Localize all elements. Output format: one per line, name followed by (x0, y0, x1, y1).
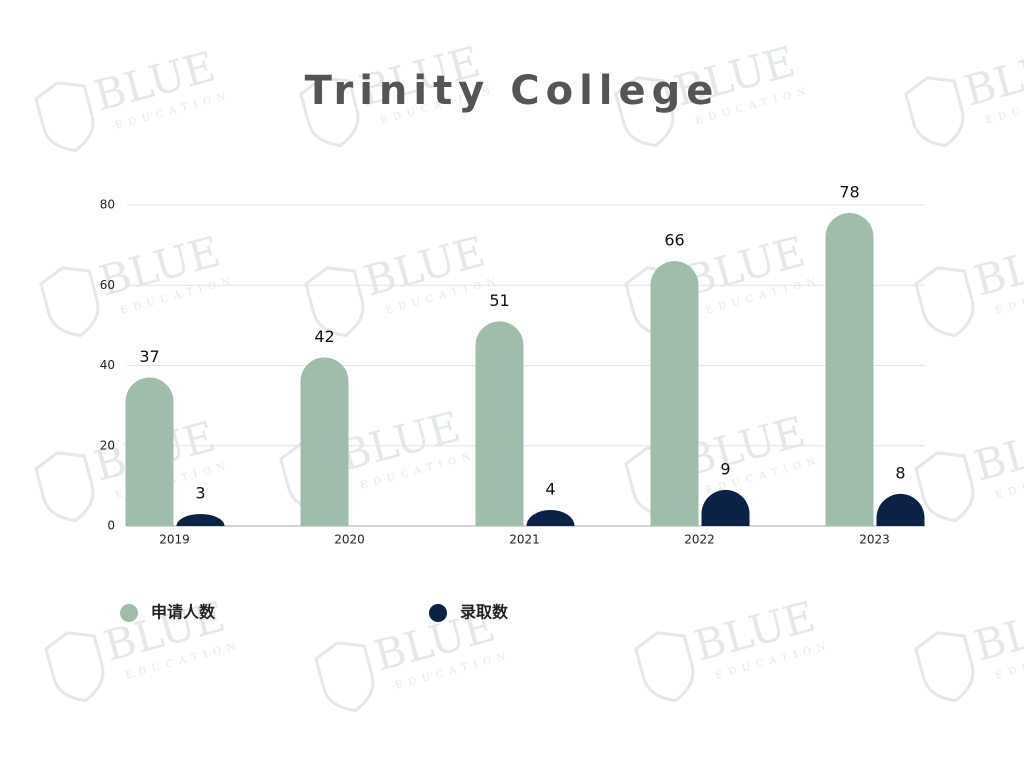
watermark-shield (634, 631, 695, 703)
value-label: 3 (195, 483, 205, 502)
x-tick-label: 2022 (684, 533, 715, 547)
y-tick-label: 0 (107, 519, 115, 533)
watermark-shield (39, 266, 100, 338)
chart-title: Trinity College (305, 68, 720, 114)
bar (176, 513, 225, 526)
value-label: 9 (720, 459, 730, 478)
watermark-title: BLUE (969, 412, 1024, 491)
bar (876, 493, 925, 526)
bar (475, 321, 524, 526)
value-label: 8 (895, 463, 905, 482)
watermark-shield (904, 76, 965, 148)
bar (650, 261, 699, 526)
watermark-shield (44, 631, 105, 703)
value-label: 37 (139, 347, 159, 366)
watermark-title: BLUE (969, 227, 1024, 306)
y-tick-label: 80 (100, 198, 115, 212)
value-label: 78 (839, 183, 859, 202)
x-tick-label: 2020 (334, 533, 365, 547)
watermark-shield (34, 451, 95, 523)
value-label: 66 (664, 231, 684, 250)
legend-label: 录取数 (460, 603, 509, 622)
watermark-shield (914, 266, 975, 338)
watermark-title: BLUE (969, 592, 1024, 671)
bar (825, 213, 874, 526)
legend-marker (429, 604, 447, 622)
value-label: 4 (545, 479, 555, 498)
x-tick-label: 2021 (509, 533, 540, 547)
y-tick-label: 60 (100, 278, 115, 292)
watermark-shield (614, 76, 675, 148)
watermark-shield (304, 266, 365, 338)
legend-marker (120, 604, 138, 622)
x-tick-label: 2023 (859, 533, 890, 547)
watermark-title: BLUE (959, 37, 1024, 116)
watermark-shield (314, 641, 375, 713)
bar (300, 357, 349, 526)
x-tick-label: 2019 (159, 533, 190, 547)
bar (526, 509, 575, 526)
watermark-shield (299, 76, 360, 148)
value-label: 42 (314, 327, 334, 346)
bar (125, 377, 174, 526)
bar (701, 489, 750, 526)
watermark-shield (914, 451, 975, 523)
y-tick-label: 20 (100, 438, 115, 452)
legend-label: 申请人数 (151, 603, 216, 622)
y-tick-label: 40 (100, 358, 115, 372)
watermark-shield (914, 631, 975, 703)
value-label: 51 (489, 291, 509, 310)
watermark-shield (34, 81, 95, 153)
